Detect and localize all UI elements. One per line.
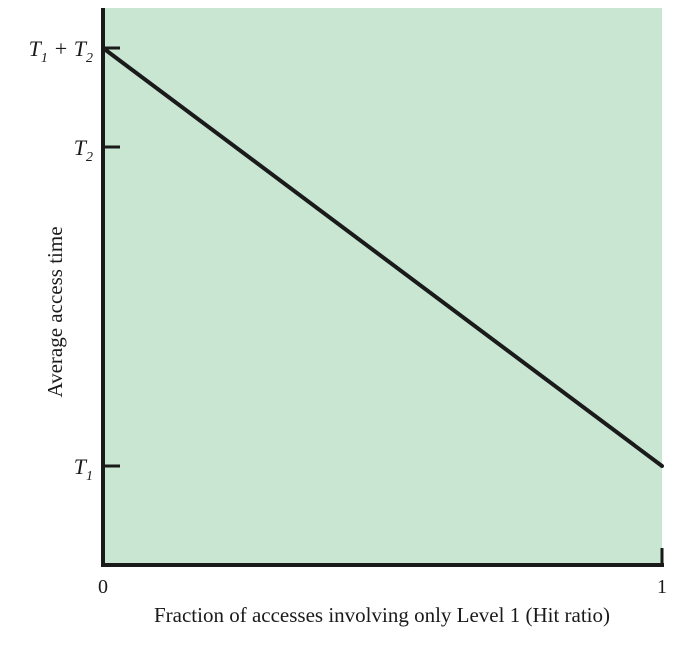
series-line [101, 46, 664, 468]
x-tick-label: 0 [98, 576, 108, 598]
y-axis-label: Average access time [43, 226, 67, 397]
y-tick-label: T2 [74, 135, 93, 165]
series-layer [101, 46, 664, 468]
x-tick-label: 1 [657, 576, 667, 598]
x-axis-label: Fraction of accesses involving only Leve… [154, 603, 610, 627]
plot-area [103, 8, 662, 565]
y-tick-label: T1 + T2 [29, 36, 93, 66]
y-axis-ticks: T1 T2 T1 + T2 [29, 36, 120, 484]
y-tick-label: T1 [74, 454, 93, 484]
